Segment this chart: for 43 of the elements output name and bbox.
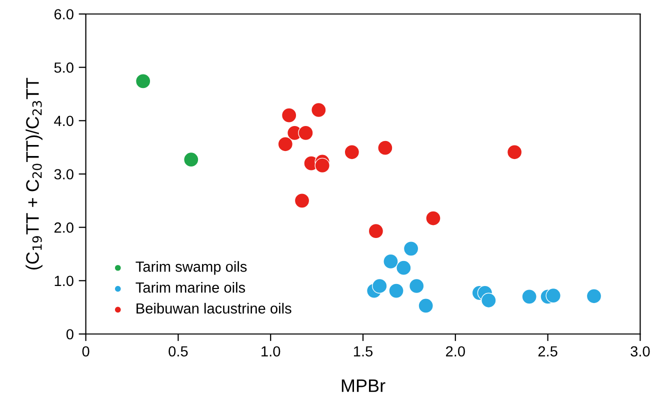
point xyxy=(281,108,297,123)
point xyxy=(294,193,310,208)
legend-label: Beibuwan lacustrine oils xyxy=(136,302,292,314)
point xyxy=(426,210,441,226)
y-tick-label: 3.0 xyxy=(54,169,74,180)
point xyxy=(378,140,393,156)
point xyxy=(184,152,199,168)
point xyxy=(314,158,330,174)
point xyxy=(372,278,388,294)
y-axis-title: (C$_{19}$TT + C$_{20}$TT)/C$_{23}$TT xyxy=(26,78,42,270)
y-tick-label: 6.0 xyxy=(54,9,74,20)
point xyxy=(546,288,561,304)
point xyxy=(388,283,404,298)
point xyxy=(481,292,496,308)
y-tick-label: 2.0 xyxy=(54,222,74,233)
point xyxy=(586,288,602,304)
x-axis-title: MPBr xyxy=(342,380,386,392)
point xyxy=(135,74,151,89)
point xyxy=(311,102,326,118)
legend-label: Tarim marine oils xyxy=(136,282,246,293)
point xyxy=(396,260,412,276)
point xyxy=(383,254,398,270)
point xyxy=(408,278,424,294)
x-tick-label: 3.0 xyxy=(630,346,650,357)
point xyxy=(368,223,384,239)
x-tick-label: 0.5 xyxy=(168,346,188,357)
point xyxy=(344,144,360,160)
point xyxy=(403,241,419,256)
x-tick-label: 0 xyxy=(82,346,90,357)
point xyxy=(418,298,434,314)
x-tick-label: 2.0 xyxy=(446,346,465,357)
x-tick-label: 1.5 xyxy=(354,346,373,357)
y-tick-label: 4.0 xyxy=(54,116,74,126)
y-tick-label: 1.0 xyxy=(54,276,74,286)
legend-label: Tarim swamp oils xyxy=(136,261,247,275)
point xyxy=(298,125,314,141)
x-tick-label: 1.0 xyxy=(262,346,280,357)
point xyxy=(278,136,294,152)
point xyxy=(506,144,522,160)
point xyxy=(522,289,537,304)
y-tick-label: 0 xyxy=(66,329,74,340)
y-tick-label: 5.0 xyxy=(54,62,74,73)
x-tick-label: 2.5 xyxy=(538,346,558,357)
